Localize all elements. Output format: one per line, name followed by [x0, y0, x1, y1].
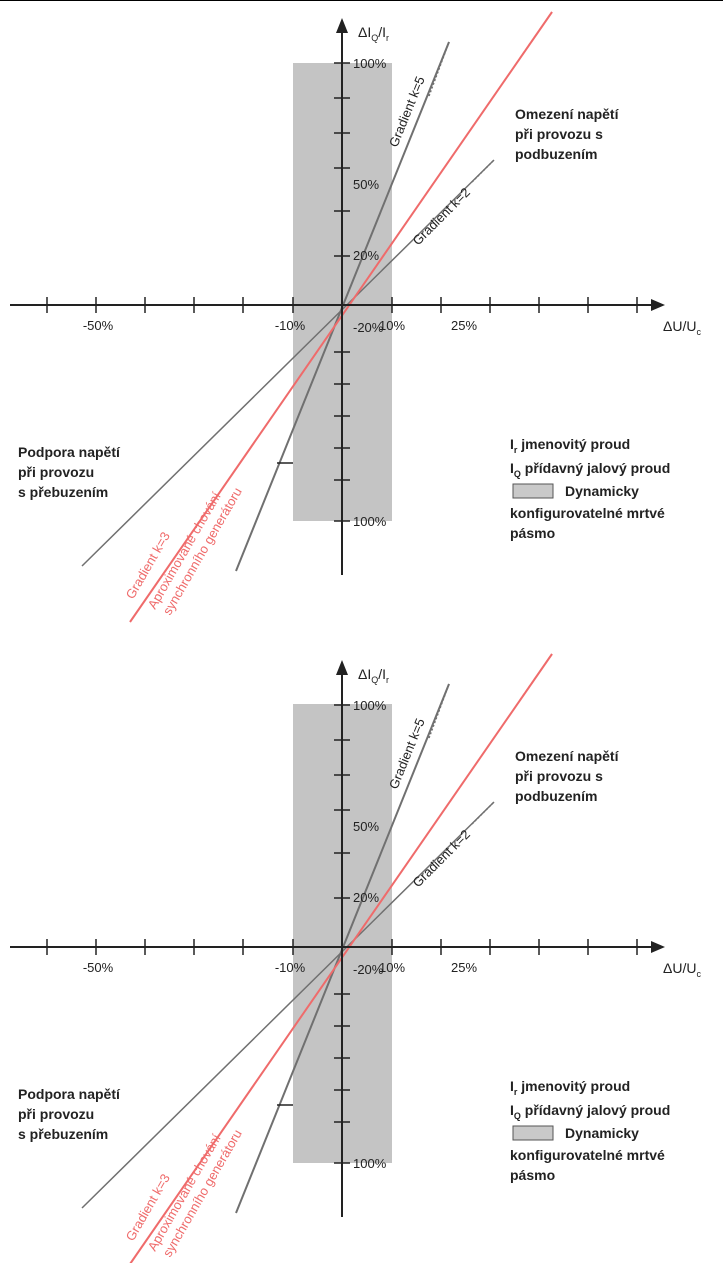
y-axis-arrow-icon: [336, 18, 348, 33]
gradient-k3-dash: [519, 11, 553, 59]
top-rule: [0, 0, 723, 1]
y-axis-arrow-icon: [336, 660, 348, 675]
gradient-k5-dash: [428, 41, 450, 97]
y-tick-label-p100: 100%: [353, 56, 387, 71]
under-excited-line-2: při provozu s: [515, 768, 603, 784]
gradient-k2-dash: [471, 159, 495, 183]
over-excited-line-1: Podpora napětí: [18, 1086, 121, 1102]
x-axis-arrow-icon: [651, 941, 665, 953]
over-excited-line-2: při provozu: [18, 1106, 94, 1122]
diagram-1-svg: ΔIQ/Ir ΔU/Uc -50% -10% 10% 25% 100% 50% …: [10, 11, 701, 623]
legend-iq: IQ přídavný jalový proud: [510, 460, 670, 479]
x-axis-arrow-icon: [651, 299, 665, 311]
gradient-k5-dash: [428, 683, 450, 739]
legend-line-3: pásmo: [510, 1167, 555, 1183]
gradient-k2-line: [81, 159, 495, 567]
gradient-k2-dash: [471, 801, 495, 825]
x-tick-label-p25: 25%: [451, 318, 477, 333]
y-tick-label-p20: 20%: [353, 890, 379, 905]
x-tick-label-p25: 25%: [451, 960, 477, 975]
y-tick-label-m20: -20%: [353, 962, 384, 977]
x-axis-title: ΔU/Uc: [663, 318, 701, 337]
y-tick-label-p20: 20%: [353, 248, 379, 263]
x-axis-title: ΔU/Uc: [663, 960, 701, 979]
legend-line-2: konfigurovatelné mrtvé: [510, 1147, 665, 1163]
over-excited-line-3: s přebuzením: [18, 484, 108, 500]
y-tick-label-m100: 100%: [353, 1156, 387, 1171]
y-tick-label-p50: 50%: [353, 177, 379, 192]
y-axis-title: ΔIQ/Ir: [358, 24, 389, 43]
under-excited-line-3: podbuzením: [515, 788, 597, 804]
over-excited-line-1: Podpora napětí: [18, 444, 121, 460]
x-axis-ticks: [46, 939, 638, 955]
y-axis-ticks: [334, 704, 350, 1164]
gradient-k3-dash: [519, 653, 553, 701]
under-excited-line-2: při provozu s: [515, 126, 603, 142]
x-tick-label-m50: -50%: [83, 318, 114, 333]
y-tick-label-m20: -20%: [353, 320, 384, 335]
legend-deadband-label: Dynamicky: [565, 483, 639, 499]
under-excited-line-1: Omezení napětí: [515, 748, 620, 764]
over-excited-line-2: při provozu: [18, 464, 94, 480]
legend: Ir jmenovitý proud IQ přídavný jalový pr…: [510, 1078, 670, 1183]
legend: Ir jmenovitý proud IQ přídavný jalový pr…: [510, 436, 670, 541]
over-excited-line-3: s přebuzením: [18, 1126, 108, 1142]
legend-deadband-label: Dynamicky: [565, 1125, 639, 1141]
x-tick-label-p10: 10%: [379, 318, 405, 333]
legend-line-3: pásmo: [510, 525, 555, 541]
legend-deadband-swatch: [512, 483, 554, 499]
x-tick-label-m10: -10%: [275, 318, 306, 333]
y-tick-label-m100: 100%: [353, 514, 387, 529]
y-tick-label-p50: 50%: [353, 819, 379, 834]
x-tick-label-m50: -50%: [83, 960, 114, 975]
x-tick-label-m10: -10%: [275, 960, 306, 975]
gradient-k2-label: Gradient k=2: [410, 185, 473, 248]
under-excited-line-3: podbuzením: [515, 146, 597, 162]
x-axis-ticks: [46, 297, 638, 313]
reactive-current-diagram-1: ΔIQ/Ir ΔU/Uc -50% -10% 10% 25% 100% 50% …: [0, 0, 723, 623]
under-excited-line-1: Omezení napětí: [515, 106, 620, 122]
legend-ir: Ir jmenovitý proud: [510, 436, 630, 455]
y-tick-label-p100: 100%: [353, 698, 387, 713]
reactive-current-diagram-2: ΔIQ/Ir ΔU/Uc -50% -10% 10% 25% 100% 50% …: [0, 643, 723, 1263]
y-axis-ticks: [334, 62, 350, 522]
gradient-k2-label: Gradient k=2: [410, 827, 473, 890]
x-tick-label-p10: 10%: [379, 960, 405, 975]
diagram-2-svg: ΔIQ/Ir ΔU/Uc -50% -10% 10% 25% 100% 50% …: [10, 653, 701, 1263]
legend-line-2: konfigurovatelné mrtvé: [510, 505, 665, 521]
gradient-k2-line: [81, 801, 495, 1209]
legend-ir: Ir jmenovitý proud: [510, 1078, 630, 1097]
y-axis-title: ΔIQ/Ir: [358, 666, 389, 685]
legend-iq: IQ přídavný jalový proud: [510, 1102, 670, 1121]
legend-deadband-swatch: [512, 1125, 554, 1141]
